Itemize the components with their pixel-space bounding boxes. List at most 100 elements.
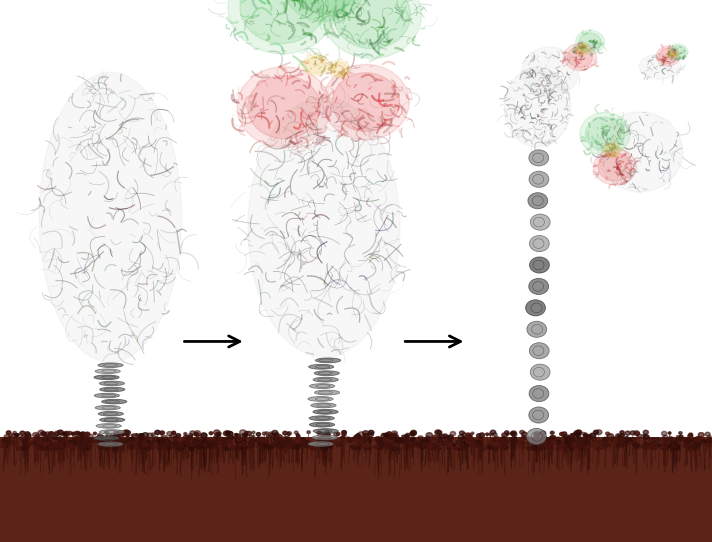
Ellipse shape <box>215 443 220 448</box>
Ellipse shape <box>325 432 330 436</box>
Ellipse shape <box>368 430 374 435</box>
Ellipse shape <box>414 441 419 446</box>
Ellipse shape <box>427 443 431 447</box>
Ellipse shape <box>46 438 49 440</box>
Ellipse shape <box>45 436 48 439</box>
Ellipse shape <box>329 441 335 445</box>
Ellipse shape <box>96 436 102 441</box>
Ellipse shape <box>107 437 112 441</box>
Ellipse shape <box>333 73 399 132</box>
Ellipse shape <box>634 431 639 435</box>
Ellipse shape <box>532 446 538 450</box>
Ellipse shape <box>671 443 676 447</box>
Ellipse shape <box>314 371 340 376</box>
Ellipse shape <box>248 97 400 357</box>
Ellipse shape <box>587 446 590 448</box>
Ellipse shape <box>93 432 96 435</box>
Ellipse shape <box>688 445 693 450</box>
Ellipse shape <box>367 433 373 437</box>
Ellipse shape <box>557 445 563 450</box>
Ellipse shape <box>437 447 441 450</box>
Ellipse shape <box>616 439 620 442</box>
Ellipse shape <box>439 440 441 442</box>
Ellipse shape <box>491 430 496 434</box>
Ellipse shape <box>266 435 269 437</box>
Ellipse shape <box>11 434 16 438</box>
Ellipse shape <box>420 440 424 442</box>
Ellipse shape <box>190 435 193 437</box>
Ellipse shape <box>122 439 127 442</box>
Ellipse shape <box>105 431 109 434</box>
Ellipse shape <box>287 433 290 435</box>
Ellipse shape <box>468 441 474 443</box>
Ellipse shape <box>173 444 179 449</box>
Ellipse shape <box>235 436 238 438</box>
Ellipse shape <box>520 442 525 445</box>
Ellipse shape <box>536 438 542 443</box>
Ellipse shape <box>209 438 216 442</box>
Ellipse shape <box>323 438 329 443</box>
Ellipse shape <box>361 439 365 442</box>
Ellipse shape <box>112 447 118 451</box>
Ellipse shape <box>117 431 120 434</box>
Ellipse shape <box>81 435 87 440</box>
Ellipse shape <box>169 442 172 445</box>
Ellipse shape <box>75 440 81 444</box>
Ellipse shape <box>325 443 333 446</box>
Ellipse shape <box>410 437 416 442</box>
Ellipse shape <box>236 446 241 450</box>
Ellipse shape <box>125 430 130 435</box>
Ellipse shape <box>691 438 695 441</box>
Ellipse shape <box>463 441 466 443</box>
Ellipse shape <box>250 441 254 444</box>
Ellipse shape <box>155 430 160 435</box>
Ellipse shape <box>537 438 540 441</box>
Ellipse shape <box>119 443 122 446</box>
Ellipse shape <box>694 438 698 441</box>
Ellipse shape <box>308 397 333 401</box>
Ellipse shape <box>310 384 335 389</box>
Ellipse shape <box>221 445 225 448</box>
Ellipse shape <box>242 445 246 448</box>
Ellipse shape <box>489 440 493 442</box>
Ellipse shape <box>550 431 554 434</box>
Ellipse shape <box>492 442 498 446</box>
Ellipse shape <box>147 433 153 438</box>
Ellipse shape <box>216 433 220 436</box>
Ellipse shape <box>135 443 138 445</box>
Ellipse shape <box>659 439 663 442</box>
Ellipse shape <box>176 441 180 444</box>
Ellipse shape <box>342 433 346 436</box>
Ellipse shape <box>468 435 471 437</box>
Ellipse shape <box>357 440 363 442</box>
Ellipse shape <box>144 445 149 449</box>
Ellipse shape <box>172 442 179 445</box>
Ellipse shape <box>38 446 43 449</box>
Ellipse shape <box>363 434 369 438</box>
Ellipse shape <box>132 434 137 437</box>
Ellipse shape <box>465 443 468 446</box>
Ellipse shape <box>429 437 434 441</box>
Ellipse shape <box>176 446 180 449</box>
Ellipse shape <box>22 441 27 444</box>
Ellipse shape <box>204 438 206 441</box>
Ellipse shape <box>36 435 41 438</box>
Ellipse shape <box>609 443 615 447</box>
Ellipse shape <box>587 442 591 446</box>
Ellipse shape <box>5 444 9 447</box>
Ellipse shape <box>552 440 557 444</box>
Ellipse shape <box>587 438 590 441</box>
Ellipse shape <box>117 438 125 442</box>
Ellipse shape <box>424 438 429 442</box>
Ellipse shape <box>481 438 484 441</box>
Ellipse shape <box>240 440 246 444</box>
Ellipse shape <box>670 46 686 59</box>
Ellipse shape <box>81 441 85 444</box>
Ellipse shape <box>94 436 119 440</box>
Ellipse shape <box>648 444 654 449</box>
Ellipse shape <box>82 440 87 444</box>
Ellipse shape <box>649 445 654 448</box>
Ellipse shape <box>157 438 162 443</box>
Ellipse shape <box>25 438 28 440</box>
Ellipse shape <box>164 441 168 443</box>
